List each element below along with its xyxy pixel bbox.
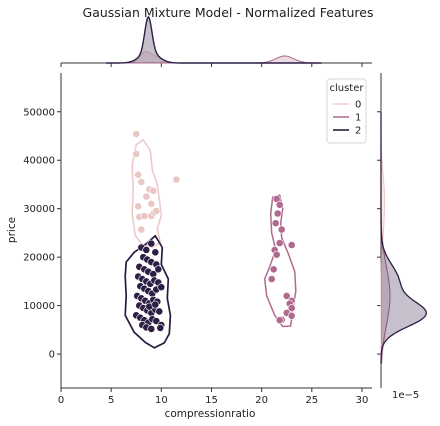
x-tick-label: 25 bbox=[305, 395, 318, 406]
cluster-2-x-density-line bbox=[106, 15, 322, 64]
cluster-0-point bbox=[142, 192, 151, 201]
cluster-1-point bbox=[275, 200, 284, 209]
cluster-2-point bbox=[147, 324, 156, 333]
cluster-0-point bbox=[134, 202, 143, 211]
legend-label: 0 bbox=[355, 100, 361, 111]
cluster-2-point bbox=[142, 245, 151, 254]
cluster-0-point bbox=[132, 130, 141, 138]
y-tick-label: 10000 bbox=[23, 301, 55, 312]
cluster-0-point bbox=[140, 212, 149, 220]
chart-title: Gaussian Mixture Model - Normalized Feat… bbox=[83, 5, 374, 20]
cluster-2-point bbox=[155, 307, 164, 316]
cluster-1-point bbox=[287, 304, 296, 312]
cluster-2-point bbox=[151, 300, 160, 309]
cluster-1-point bbox=[287, 241, 296, 249]
x-tick-label: 10 bbox=[155, 395, 168, 406]
cluster-0-point bbox=[132, 149, 141, 158]
cluster-2-point bbox=[156, 323, 165, 332]
cluster-0-point bbox=[149, 186, 158, 195]
top-marginal-plot bbox=[60, 15, 372, 67]
y-tick-label: 50000 bbox=[23, 107, 55, 118]
cluster-0-point bbox=[134, 170, 143, 179]
right-marginal-plot bbox=[377, 73, 427, 388]
cluster-1-point bbox=[272, 250, 281, 259]
y-tick-label: 30000 bbox=[23, 204, 55, 215]
x-tick-label: 20 bbox=[255, 395, 268, 406]
y-axis-label: price bbox=[6, 217, 18, 243]
cluster-1-point bbox=[267, 275, 276, 283]
cluster-0-point bbox=[152, 207, 161, 215]
cluster-2-point bbox=[151, 248, 160, 257]
legend-label: 1 bbox=[355, 113, 361, 124]
legend-title: cluster bbox=[329, 83, 364, 94]
cluster-1-point bbox=[282, 291, 291, 300]
cluster-0-point bbox=[172, 175, 181, 184]
cluster-1-y-density-fill bbox=[381, 111, 390, 364]
x-tick-label: 0 bbox=[58, 395, 64, 406]
cluster-1-point bbox=[275, 316, 284, 325]
cluster-0-contour bbox=[131, 139, 163, 249]
legend: cluster 0 1 2 bbox=[326, 78, 367, 144]
y-tick-label: 40000 bbox=[23, 156, 55, 167]
x-tick-label: 5 bbox=[108, 395, 114, 406]
cluster-0-point bbox=[137, 225, 146, 234]
marginal-scale-label: 1e−5 bbox=[392, 390, 419, 401]
cluster-0-point bbox=[137, 178, 146, 186]
cluster-2-contour bbox=[124, 234, 172, 349]
cluster-1-point bbox=[269, 265, 278, 274]
legend-label: 2 bbox=[355, 126, 361, 137]
x-axis-label: compressionratio bbox=[165, 408, 256, 420]
cluster-2-point bbox=[157, 283, 166, 292]
legend-box bbox=[326, 78, 367, 144]
x-tick-label: 15 bbox=[205, 395, 218, 406]
cluster-1-point bbox=[277, 225, 286, 234]
x-tick-label: 30 bbox=[356, 395, 369, 406]
cluster-2-point bbox=[147, 239, 156, 248]
cluster-1-point bbox=[273, 209, 282, 218]
cluster-0-point bbox=[147, 199, 156, 208]
y-tick-label: 20000 bbox=[23, 253, 55, 264]
cluster-2-x-density-fill bbox=[106, 16, 322, 63]
cluster-2-point bbox=[154, 265, 163, 274]
y-tick-label: 0 bbox=[49, 350, 55, 361]
cluster-2-y-density-fill bbox=[381, 111, 427, 364]
cluster-1-point bbox=[287, 311, 296, 320]
cluster-2-y-density-line bbox=[380, 111, 427, 364]
cluster-1-point bbox=[275, 239, 284, 247]
cluster-0-x-density-fill bbox=[106, 51, 322, 63]
cluster-1-point bbox=[271, 219, 280, 228]
